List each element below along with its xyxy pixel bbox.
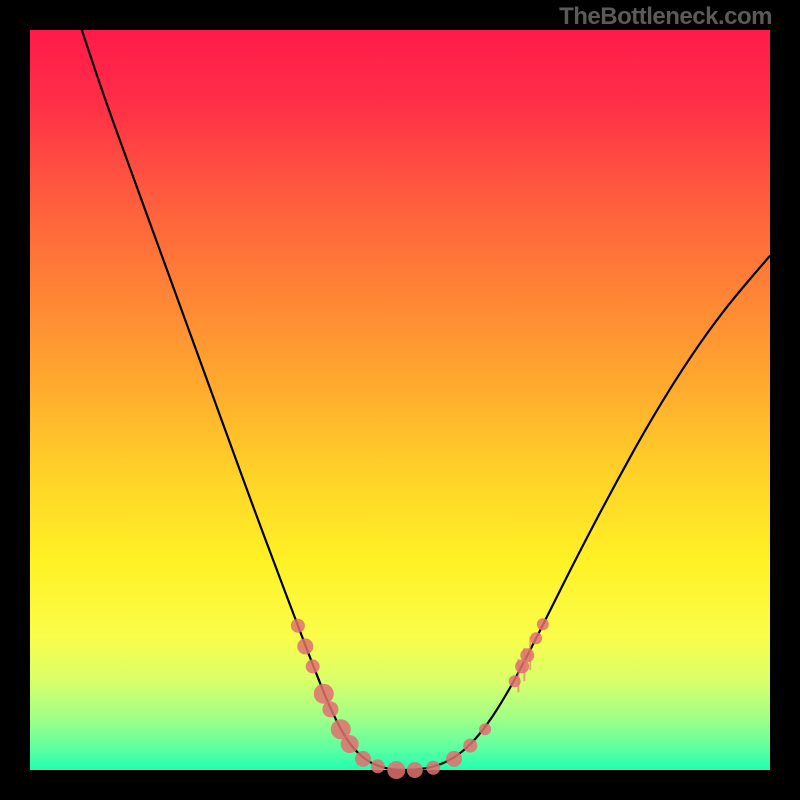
data-marker xyxy=(341,735,359,753)
data-marker xyxy=(509,675,521,687)
data-marker xyxy=(520,648,534,662)
data-marker xyxy=(426,761,440,775)
data-marker xyxy=(463,739,477,753)
data-marker xyxy=(306,659,320,673)
data-marker xyxy=(446,751,462,767)
data-marker xyxy=(314,684,334,704)
chart-svg xyxy=(0,0,800,800)
data-marker xyxy=(530,632,542,644)
bottleneck-curve xyxy=(82,30,770,770)
data-marker xyxy=(355,751,371,767)
data-marker xyxy=(291,619,305,633)
data-marker xyxy=(371,759,385,773)
data-marker xyxy=(297,638,313,654)
data-marker xyxy=(407,762,423,778)
data-marker xyxy=(479,723,491,735)
data-marker xyxy=(322,701,338,717)
data-marker xyxy=(537,618,549,630)
data-marker xyxy=(387,761,405,779)
chart-container: TheBottleneck.com xyxy=(0,0,800,800)
